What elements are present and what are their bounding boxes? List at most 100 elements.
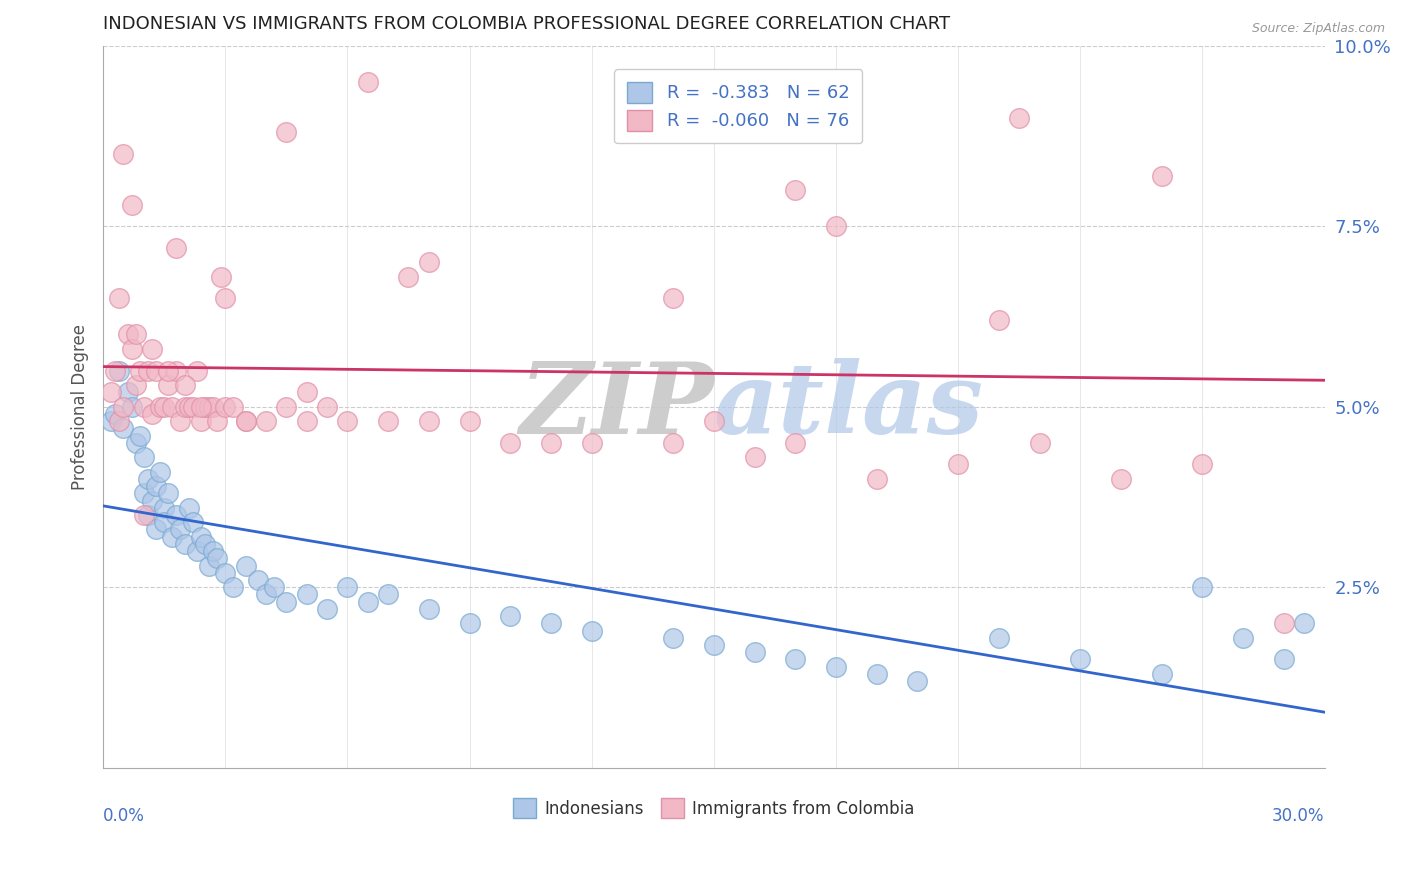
Point [194, 400, 217, 414]
Point [169, 523, 191, 537]
Point [136, 508, 159, 522]
Point [205, 551, 228, 566]
Point [1232, 631, 1254, 645]
Point [202, 544, 225, 558]
Point [418, 255, 440, 269]
Point [825, 219, 848, 234]
Point [153, 400, 176, 414]
Point [157, 378, 180, 392]
Point [1109, 472, 1132, 486]
Point [336, 414, 359, 428]
Point [181, 400, 204, 414]
Point [100, 385, 122, 400]
Point [398, 269, 420, 284]
Point [662, 631, 685, 645]
Point [825, 659, 848, 673]
Point [295, 587, 318, 601]
Point [1150, 666, 1173, 681]
Point [145, 479, 167, 493]
Point [108, 414, 131, 428]
Point [165, 363, 187, 377]
Point [186, 544, 208, 558]
Point [162, 530, 184, 544]
Point [198, 558, 221, 573]
Point [581, 435, 603, 450]
Point [418, 602, 440, 616]
Point [540, 616, 562, 631]
Point [108, 292, 131, 306]
Point [165, 241, 187, 255]
Point [214, 566, 236, 580]
Point [866, 666, 889, 681]
Point [316, 400, 339, 414]
Point [145, 363, 167, 377]
Text: ZIP: ZIP [519, 359, 714, 455]
Y-axis label: Professional Degree: Professional Degree [72, 324, 89, 490]
Point [214, 292, 236, 306]
Point [581, 624, 603, 638]
Point [703, 638, 725, 652]
Point [153, 515, 176, 529]
Point [202, 400, 225, 414]
Point [458, 616, 481, 631]
Point [662, 96, 685, 111]
Point [125, 327, 148, 342]
Point [121, 197, 143, 211]
Point [100, 414, 122, 428]
Point [235, 414, 257, 428]
Point [194, 537, 217, 551]
Point [418, 414, 440, 428]
Point [1150, 169, 1173, 183]
Point [136, 472, 159, 486]
Point [316, 602, 339, 616]
Text: Source: ZipAtlas.com: Source: ZipAtlas.com [1251, 22, 1385, 36]
Point [222, 580, 245, 594]
Point [276, 594, 298, 608]
Point [905, 674, 928, 689]
Point [295, 385, 318, 400]
Point [169, 414, 191, 428]
Point [173, 537, 195, 551]
Point [177, 500, 200, 515]
Point [866, 472, 889, 486]
Point [1191, 580, 1213, 594]
Text: 30.0%: 30.0% [1272, 807, 1324, 825]
Point [499, 609, 522, 624]
Point [222, 400, 245, 414]
Point [1272, 616, 1295, 631]
Point [1069, 652, 1091, 666]
Point [121, 342, 143, 356]
Point [141, 493, 163, 508]
Point [117, 327, 139, 342]
Point [162, 400, 184, 414]
Point [946, 458, 969, 472]
Point [132, 508, 155, 522]
Point [190, 530, 212, 544]
Point [214, 400, 236, 414]
Point [181, 515, 204, 529]
Point [987, 313, 1010, 327]
Point [1191, 458, 1213, 472]
Point [357, 594, 380, 608]
Text: 0.0%: 0.0% [103, 807, 145, 825]
Point [141, 342, 163, 356]
Point [157, 486, 180, 500]
Point [785, 435, 807, 450]
Point [198, 400, 221, 414]
Point [205, 414, 228, 428]
Point [186, 363, 208, 377]
Point [254, 414, 277, 428]
Point [190, 414, 212, 428]
Point [662, 292, 685, 306]
Point [377, 587, 399, 601]
Point [703, 414, 725, 428]
Point [540, 435, 562, 450]
Point [173, 400, 195, 414]
Point [1008, 111, 1031, 125]
Point [744, 645, 766, 659]
Point [128, 363, 150, 377]
Point [1294, 616, 1316, 631]
Point [357, 75, 380, 89]
Point [153, 500, 176, 515]
Point [276, 125, 298, 139]
